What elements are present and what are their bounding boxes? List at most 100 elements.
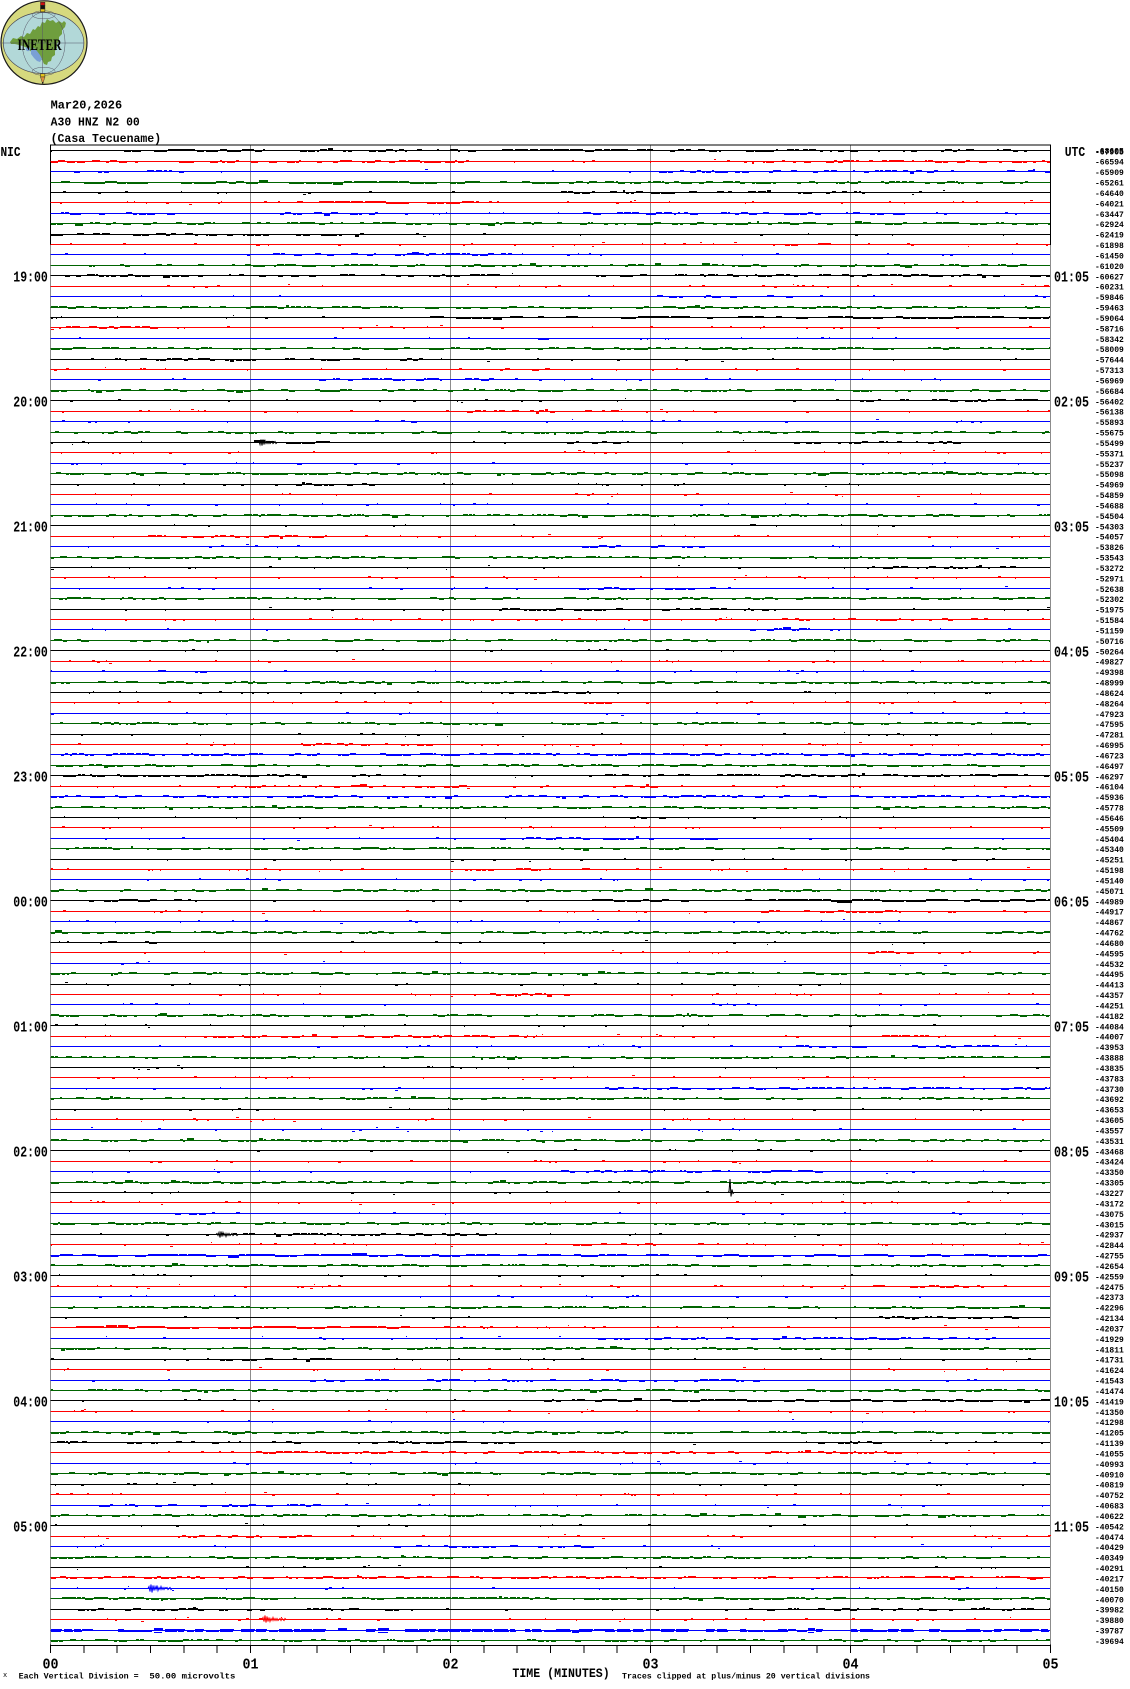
svg-text:-54057: -54057	[1095, 534, 1124, 543]
svg-text:06:05: 06:05	[1054, 895, 1089, 911]
svg-text:22:00: 22:00	[13, 645, 48, 661]
svg-text:-46995: -46995	[1095, 742, 1124, 751]
svg-text:-56969: -56969	[1095, 378, 1124, 387]
svg-text:-44495: -44495	[1095, 971, 1124, 980]
svg-text:-44867: -44867	[1095, 919, 1124, 928]
svg-text:-49398: -49398	[1095, 669, 1124, 678]
svg-text:TIME (MINUTES): TIME (MINUTES)	[512, 1667, 609, 1681]
svg-text:-61450: -61450	[1095, 253, 1124, 262]
svg-text:-54688: -54688	[1095, 503, 1124, 512]
svg-text:-45071: -45071	[1095, 888, 1124, 897]
svg-text:-43075: -43075	[1095, 1211, 1124, 1220]
svg-text:-43468: -43468	[1095, 1148, 1124, 1157]
svg-text:-51584: -51584	[1095, 617, 1124, 626]
svg-text:-44251: -44251	[1095, 1003, 1124, 1012]
svg-text:-40291: -40291	[1095, 1565, 1124, 1574]
svg-text:-52638: -52638	[1095, 586, 1124, 595]
svg-text:-47923: -47923	[1095, 711, 1124, 720]
svg-text:-41474: -41474	[1095, 1388, 1124, 1397]
svg-text:-43015: -43015	[1095, 1221, 1124, 1230]
svg-text:-45198: -45198	[1095, 867, 1124, 876]
svg-text:-46297: -46297	[1095, 773, 1124, 782]
svg-text:-39880: -39880	[1095, 1617, 1124, 1626]
svg-text:19:00: 19:00	[13, 270, 48, 286]
svg-text:-63447: -63447	[1095, 211, 1124, 220]
svg-text:-40910: -40910	[1095, 1471, 1124, 1480]
svg-text:-43350: -43350	[1095, 1169, 1124, 1178]
svg-text:-42373: -42373	[1095, 1294, 1124, 1303]
svg-text:-58716: -58716	[1095, 325, 1124, 334]
svg-text:-44595: -44595	[1095, 950, 1124, 959]
svg-text:-67905: -67905	[1095, 148, 1124, 157]
svg-text:-40752: -40752	[1095, 1492, 1124, 1501]
svg-text:-56402: -56402	[1095, 398, 1124, 407]
svg-text:-40070: -40070	[1095, 1596, 1124, 1605]
svg-text:-43730: -43730	[1095, 1086, 1124, 1095]
svg-text:-54504: -54504	[1095, 513, 1124, 522]
svg-text:-40474: -40474	[1095, 1534, 1124, 1543]
svg-text:-42844: -42844	[1095, 1242, 1124, 1251]
svg-text:-40542: -40542	[1095, 1523, 1124, 1532]
svg-text:-42559: -42559	[1095, 1273, 1124, 1282]
svg-text:-44007: -44007	[1095, 1034, 1124, 1043]
svg-text:-45509: -45509	[1095, 825, 1124, 834]
svg-text:-59846: -59846	[1095, 294, 1124, 303]
svg-text:-41731: -41731	[1095, 1357, 1124, 1366]
svg-text:x: x	[3, 1672, 7, 1680]
svg-text:-45251: -45251	[1095, 857, 1124, 866]
svg-text:-40683: -40683	[1095, 1503, 1124, 1512]
svg-text:-41298: -41298	[1095, 1419, 1124, 1428]
svg-text:-59064: -59064	[1095, 315, 1124, 324]
svg-text:-55499: -55499	[1095, 440, 1124, 449]
svg-text:-42755: -42755	[1095, 1253, 1124, 1262]
svg-text:-43653: -43653	[1095, 1107, 1124, 1116]
svg-text:-41811: -41811	[1095, 1346, 1124, 1355]
svg-text:-60627: -60627	[1095, 273, 1124, 282]
svg-text:(Casa Tecuename): (Casa Tecuename)	[51, 132, 162, 146]
svg-text:-43172: -43172	[1095, 1200, 1124, 1209]
svg-text:-44989: -44989	[1095, 898, 1124, 907]
svg-text:-55098: -55098	[1095, 471, 1124, 480]
svg-text:-61898: -61898	[1095, 242, 1124, 251]
svg-text:-43531: -43531	[1095, 1138, 1124, 1147]
svg-text:-54303: -54303	[1095, 523, 1124, 532]
svg-text:-43835: -43835	[1095, 1065, 1124, 1074]
svg-text:-62924: -62924	[1095, 221, 1124, 230]
svg-text:-40349: -40349	[1095, 1555, 1124, 1564]
svg-text:-39787: -39787	[1095, 1628, 1124, 1637]
svg-text:-43953: -43953	[1095, 1044, 1124, 1053]
svg-text:-44413: -44413	[1095, 982, 1124, 991]
svg-text:-61020: -61020	[1095, 263, 1124, 272]
svg-text:20:00: 20:00	[13, 395, 48, 411]
svg-text:-43888: -43888	[1095, 1055, 1124, 1064]
svg-text:-56684: -56684	[1095, 388, 1124, 397]
svg-text:05:00: 05:00	[13, 1520, 48, 1536]
svg-text:-59463: -59463	[1095, 305, 1124, 314]
svg-text:-45140: -45140	[1095, 878, 1124, 887]
svg-text:-53543: -53543	[1095, 555, 1124, 564]
svg-text:-55371: -55371	[1095, 450, 1124, 459]
svg-text:-40217: -40217	[1095, 1575, 1124, 1584]
svg-text:-54969: -54969	[1095, 482, 1124, 491]
svg-text:-52971: -52971	[1095, 575, 1124, 584]
svg-text:-45404: -45404	[1095, 836, 1124, 845]
svg-text:02:05: 02:05	[1054, 395, 1089, 411]
svg-text:-43424: -43424	[1095, 1159, 1124, 1168]
svg-text:07:05: 07:05	[1054, 1020, 1089, 1036]
svg-text:-46723: -46723	[1095, 753, 1124, 762]
svg-text:-41205: -41205	[1095, 1430, 1124, 1439]
svg-text:-58009: -58009	[1095, 346, 1124, 355]
svg-text:-55893: -55893	[1095, 419, 1124, 428]
svg-text:-42475: -42475	[1095, 1284, 1124, 1293]
svg-text:-41929: -41929	[1095, 1336, 1124, 1345]
svg-text:-43692: -43692	[1095, 1096, 1124, 1105]
svg-text:-41624: -41624	[1095, 1367, 1124, 1376]
svg-text:-65909: -65909	[1095, 169, 1124, 178]
svg-text:04:00: 04:00	[13, 1395, 48, 1411]
svg-text:-54859: -54859	[1095, 492, 1124, 501]
svg-text:00: 00	[43, 1657, 59, 1673]
svg-text:-68605: -68605	[1095, 147, 1124, 156]
svg-text:-42937: -42937	[1095, 1232, 1124, 1241]
svg-text:00:00: 00:00	[13, 895, 48, 911]
svg-text:03:05: 03:05	[1054, 520, 1089, 536]
